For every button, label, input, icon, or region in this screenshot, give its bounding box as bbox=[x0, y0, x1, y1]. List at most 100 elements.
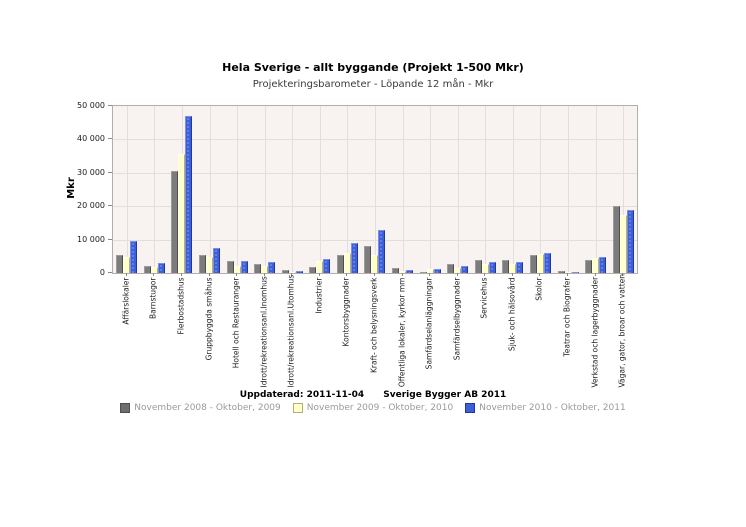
gridline-vertical bbox=[485, 106, 487, 273]
gridline-vertical bbox=[319, 106, 321, 273]
y-tick-label: 0 bbox=[99, 268, 105, 277]
bar bbox=[336, 255, 344, 273]
bar-group bbox=[141, 263, 169, 273]
bar-group bbox=[251, 262, 279, 273]
category-label: Idrott/rekreationsanl.Utomhus bbox=[286, 274, 296, 388]
bar bbox=[454, 268, 462, 273]
gridline-vertical bbox=[402, 106, 404, 273]
y-tick-label: 50 000 bbox=[77, 101, 105, 110]
category-label: Kontorsbyggnader bbox=[341, 277, 351, 347]
bar bbox=[171, 171, 179, 273]
x-tick-mark bbox=[511, 273, 513, 276]
bar bbox=[419, 272, 427, 273]
bar-group bbox=[472, 260, 500, 273]
bar bbox=[309, 267, 317, 273]
bar-group bbox=[278, 270, 306, 273]
x-tick-mark bbox=[236, 273, 238, 276]
bar bbox=[364, 246, 372, 273]
bar bbox=[461, 266, 469, 273]
x-tick-mark bbox=[208, 273, 210, 276]
y-tick-label: 20 000 bbox=[77, 201, 105, 211]
category-label: Affärslokaler bbox=[121, 277, 131, 325]
bar bbox=[116, 255, 124, 273]
category-label: Samfärdselanläggningar bbox=[424, 277, 434, 370]
gridline-vertical bbox=[154, 106, 156, 273]
category-label: Barnstugor bbox=[148, 277, 158, 319]
bar bbox=[281, 270, 289, 273]
x-tick-mark bbox=[456, 273, 458, 276]
legend-item: November 2008 - Oktober, 2009 bbox=[120, 403, 281, 413]
bar-group bbox=[223, 261, 251, 273]
bar bbox=[392, 268, 400, 273]
x-tick-mark bbox=[594, 273, 596, 276]
bar-group bbox=[196, 248, 224, 273]
x-tick-mark bbox=[429, 273, 431, 276]
category-label: Sjuk- och hälsovård bbox=[507, 277, 517, 352]
gridline-vertical bbox=[623, 106, 625, 273]
x-tick-mark bbox=[622, 273, 624, 276]
plot-area bbox=[112, 105, 638, 274]
bar bbox=[516, 262, 524, 273]
bar bbox=[557, 271, 565, 273]
bar bbox=[206, 257, 214, 273]
bar bbox=[261, 266, 269, 273]
legend-label: November 2010 - Oktober, 2011 bbox=[479, 403, 626, 413]
y-tick-mark bbox=[108, 138, 112, 140]
bar bbox=[399, 271, 407, 273]
y-tick-label: 30 000 bbox=[77, 167, 105, 177]
legend-swatch bbox=[465, 403, 476, 413]
bar bbox=[488, 262, 496, 273]
bar-group bbox=[554, 271, 582, 273]
gridline-vertical bbox=[292, 106, 294, 273]
legend-swatch bbox=[292, 403, 303, 413]
legend: November 2008 - Oktober, 2009 November 20… bbox=[0, 403, 746, 413]
category-label: Samfärdselbyggnader bbox=[452, 277, 462, 361]
bar-group bbox=[499, 260, 527, 273]
x-tick-mark bbox=[374, 273, 375, 276]
bar-group bbox=[389, 268, 417, 273]
category-label: Offentliga lokaler, kyrkor mm bbox=[397, 277, 407, 388]
legend-label: November 2008 - Oktober, 2009 bbox=[134, 403, 281, 413]
gridline-vertical bbox=[595, 106, 597, 273]
bar bbox=[371, 255, 379, 273]
gridline-vertical bbox=[512, 106, 514, 273]
bar bbox=[185, 116, 193, 273]
bar-group bbox=[444, 264, 472, 273]
category-label: Gruppbyggda småhus bbox=[204, 277, 214, 361]
bar bbox=[571, 272, 579, 273]
category-label: Industrier bbox=[314, 277, 324, 314]
x-tick-mark bbox=[401, 273, 403, 276]
x-tick-mark bbox=[180, 273, 182, 276]
category-label: Idrott/rekreationsanl.Inomhus bbox=[259, 276, 269, 388]
bar bbox=[378, 230, 386, 273]
bar bbox=[529, 255, 537, 273]
category-label: Vägar, gator, broar och vatten bbox=[617, 273, 627, 388]
bar bbox=[295, 271, 303, 273]
bar bbox=[268, 262, 276, 273]
bar-group bbox=[361, 230, 389, 273]
bar bbox=[585, 260, 593, 273]
bar bbox=[619, 215, 627, 273]
bar bbox=[626, 210, 634, 273]
bar bbox=[502, 260, 510, 273]
bar bbox=[254, 264, 262, 273]
bar bbox=[426, 269, 434, 273]
y-tick-mark bbox=[108, 238, 112, 240]
gridline-vertical bbox=[568, 106, 570, 273]
bar bbox=[474, 260, 482, 273]
bar bbox=[130, 241, 138, 273]
x-tick-mark bbox=[291, 273, 293, 276]
gridline-vertical bbox=[264, 106, 266, 273]
bar bbox=[316, 261, 324, 273]
category-label: Servicehus bbox=[479, 277, 489, 319]
bar bbox=[150, 267, 158, 273]
bar bbox=[233, 266, 241, 273]
x-tick-mark bbox=[153, 273, 155, 276]
bar bbox=[481, 264, 489, 273]
category-label: Flerbostadshus bbox=[176, 277, 186, 335]
gridline-vertical bbox=[375, 106, 376, 273]
footer: Uppdaterad: 2011-11-04 Sverige Bygger AB… bbox=[0, 390, 746, 400]
bar bbox=[157, 263, 165, 273]
bar bbox=[143, 266, 151, 273]
x-tick-mark bbox=[125, 273, 127, 276]
